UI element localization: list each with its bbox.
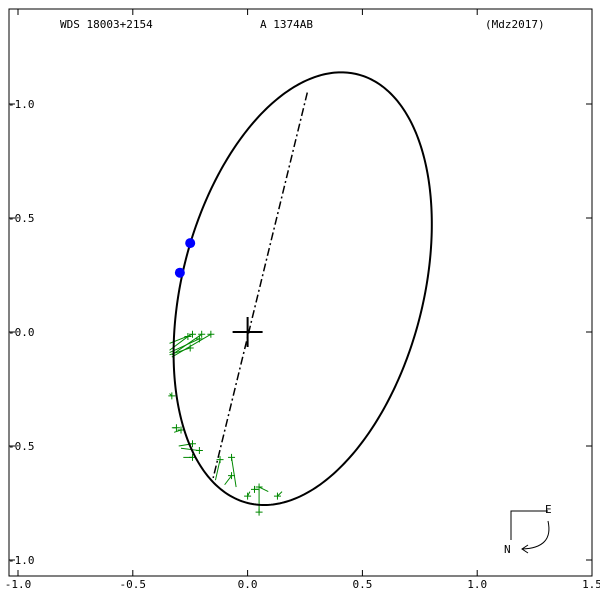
observation-residual [169, 336, 189, 351]
predicted-positions-layer [174, 238, 196, 278]
x-tick-label: -0.5 [120, 578, 147, 591]
y-tick-label: -1.0 [8, 98, 35, 111]
observation-residual [231, 457, 237, 488]
x-tick-label: 1.0 [467, 578, 487, 591]
compass: E N [504, 503, 552, 556]
primary-star-marker [232, 317, 263, 347]
axis-ticks: -1.0 -0.5 0.0 0.5 1.0 1.5 -1.0 -0.5 -0.0 -0.5 -1.0 [5, 9, 600, 591]
compass-rotation-arrow [521, 520, 550, 550]
x-tick-label: -1.0 [5, 578, 32, 591]
header-discoverer: A 1374AB [260, 18, 313, 31]
predicted-position [174, 267, 185, 278]
y-tick-label: -0.5 [8, 440, 35, 453]
y-tick-label: -0.0 [8, 326, 35, 339]
predicted-position [185, 238, 196, 249]
plot-frame [8, 8, 593, 577]
observation-residual [277, 491, 283, 497]
x-tick-label: 1.5 [582, 578, 600, 591]
x-tick-label: 0.0 [238, 578, 258, 591]
observation-point [168, 392, 176, 400]
compass-east-label: E [545, 503, 552, 516]
line-of-nodes [212, 92, 309, 479]
observation-point [228, 453, 236, 461]
observation-point [250, 485, 258, 493]
observation-point [244, 492, 252, 500]
observation-point [195, 447, 203, 455]
compass-north-label: N [504, 543, 511, 556]
y-tick-label: -0.5 [8, 212, 35, 225]
observations-layer [168, 330, 283, 516]
x-tick-label: 0.5 [352, 578, 372, 591]
observation-point [255, 508, 263, 516]
header-wds-id: WDS 18003+2154 [60, 18, 153, 31]
observation-residual [224, 475, 232, 486]
observation-point [207, 330, 215, 338]
header-reference: (Mdz2017) [485, 18, 545, 31]
observation-point [186, 344, 194, 352]
observation-point [188, 330, 196, 338]
observation-point [195, 335, 203, 343]
observation-point [228, 472, 236, 480]
observation-point [216, 456, 224, 464]
observation-residual [214, 459, 221, 481]
observation-point [273, 492, 281, 500]
compass-axes [510, 510, 548, 540]
observation-point [172, 424, 180, 432]
y-tick-label: -1.0 [8, 554, 35, 567]
observation-residual [171, 333, 212, 358]
orbit-ellipse [172, 71, 433, 507]
observation-point [198, 330, 206, 338]
observation-residual [258, 486, 269, 493]
compass-arrowhead [521, 544, 529, 554]
primary-cross [232, 317, 263, 347]
